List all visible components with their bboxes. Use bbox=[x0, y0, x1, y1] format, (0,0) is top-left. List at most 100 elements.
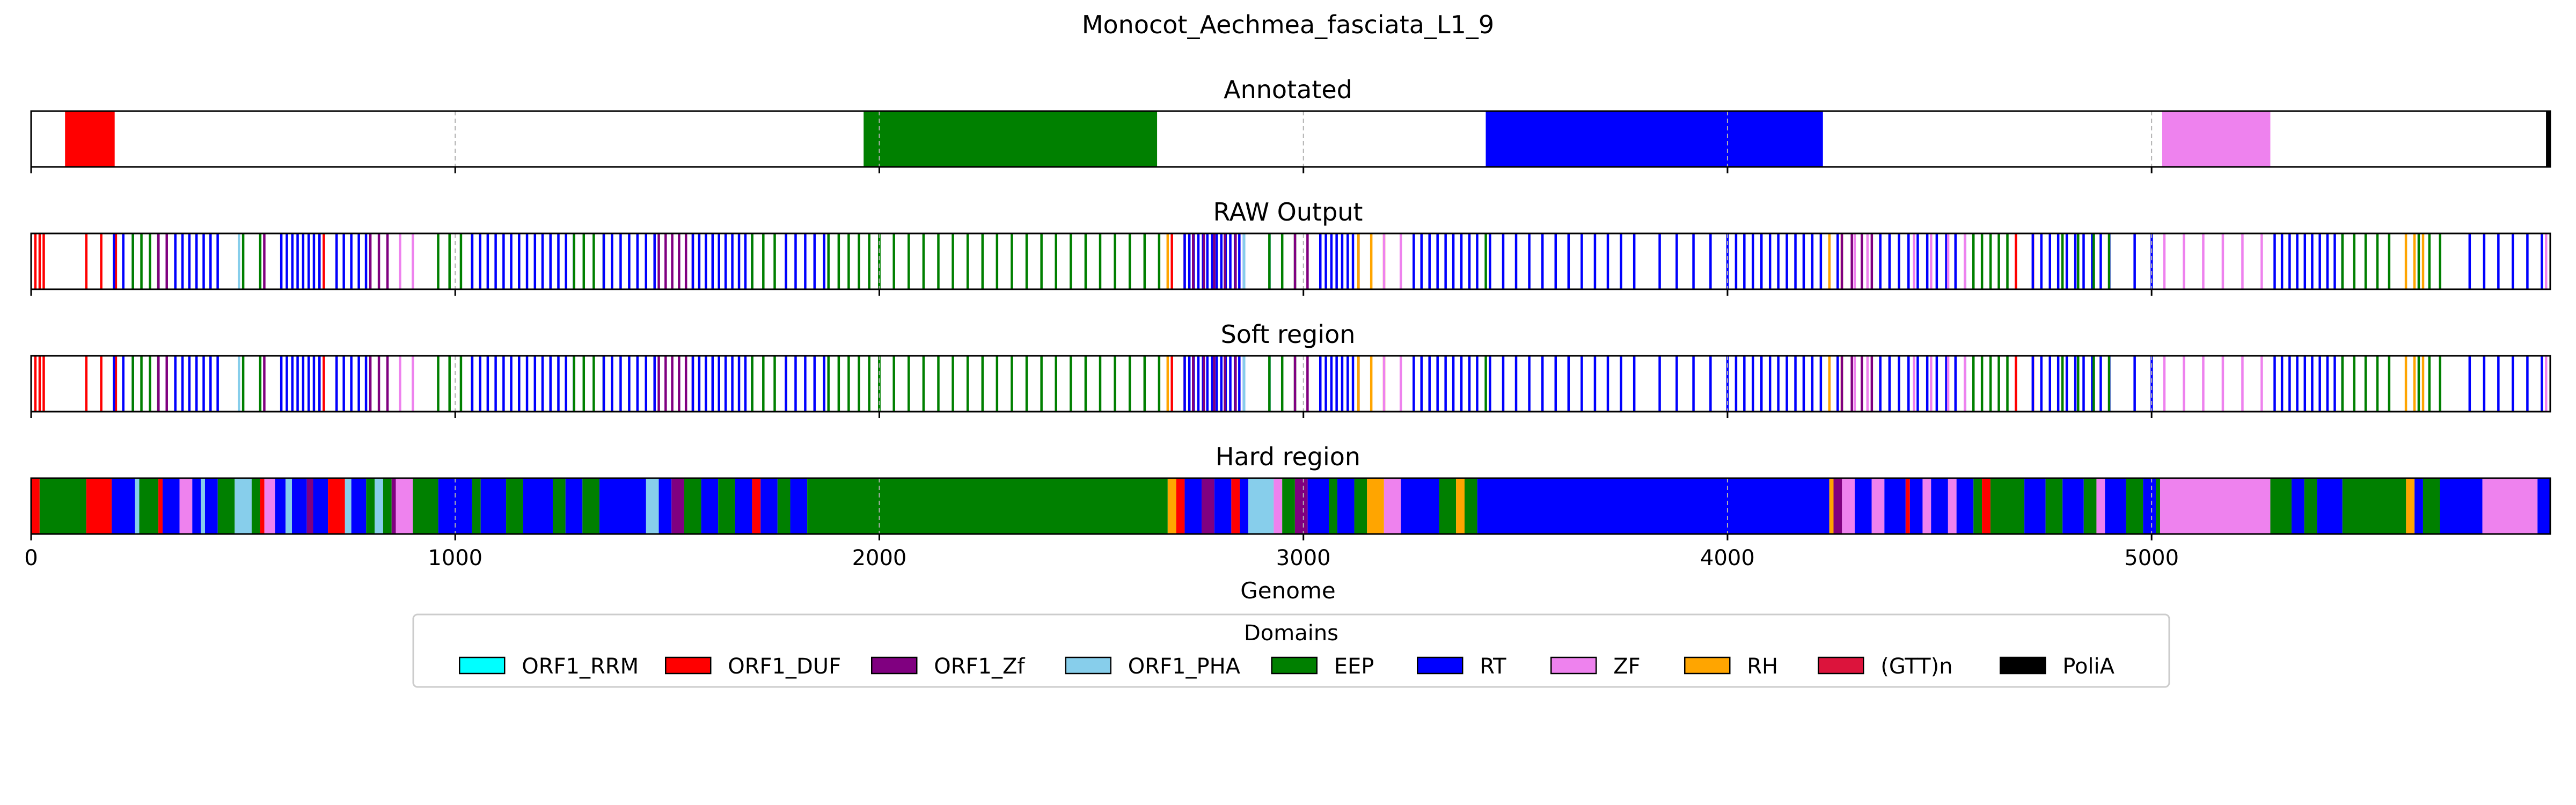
segment-orf1-pha bbox=[286, 478, 292, 534]
panel-frame bbox=[30, 110, 2551, 168]
x-tick-label: 5000 bbox=[2124, 546, 2179, 570]
segment-eep bbox=[2083, 478, 2097, 534]
panel-title: Soft region bbox=[1221, 320, 1356, 349]
legend-entry-orf1-pha: ORF1_PHA bbox=[1065, 654, 1241, 679]
panel-title: RAW Output bbox=[1213, 197, 1363, 226]
segment-zf bbox=[396, 478, 413, 534]
legend-label: RH bbox=[1747, 654, 1778, 679]
segment-rt bbox=[565, 478, 583, 534]
segment-rt bbox=[760, 478, 778, 534]
segment-rt bbox=[162, 478, 180, 534]
segment-zf bbox=[1274, 478, 1283, 534]
segment-orf1-duf bbox=[86, 478, 112, 534]
segment-rt bbox=[599, 478, 646, 534]
panel-hard-region: Hard region bbox=[30, 442, 2551, 540]
segment-orf1-pha bbox=[646, 478, 659, 534]
segment-eep bbox=[1464, 478, 1477, 534]
segment-eep bbox=[366, 478, 375, 534]
legend-entry-orf1-duf: ORF1_DUF bbox=[665, 654, 841, 679]
segment-eep bbox=[2270, 478, 2292, 534]
x-tick-label: 2000 bbox=[852, 546, 907, 570]
segment-zf bbox=[179, 478, 193, 534]
segment-orf1-pha bbox=[235, 478, 252, 534]
x-axis: 0 1000 2000 3000 4000 5000 bbox=[24, 546, 2179, 570]
segment-rt bbox=[204, 478, 218, 534]
segment-eep bbox=[2156, 478, 2160, 534]
legend-label: ORF1_Zf bbox=[934, 654, 1025, 679]
segment-orf1-duf bbox=[1905, 478, 1910, 534]
x-tick-label: 0 bbox=[24, 546, 38, 570]
segment-rt bbox=[1477, 478, 1829, 534]
legend-entry-zf: ZF bbox=[1550, 654, 1641, 679]
segment-orf1-duf bbox=[65, 111, 115, 167]
segment-orf1-duf bbox=[31, 478, 40, 534]
segment-rt bbox=[313, 478, 328, 534]
segment-orf1-zf bbox=[1833, 478, 1842, 534]
panel-raw-output: RAW Output bbox=[30, 197, 2551, 296]
segment-zf bbox=[2482, 478, 2538, 534]
segment-rt bbox=[1240, 478, 1248, 534]
legend-entry-rh: RH bbox=[1684, 654, 1778, 679]
legend-swatch bbox=[1065, 656, 1111, 675]
segment-rt bbox=[480, 478, 507, 534]
segment-rt bbox=[2440, 478, 2483, 534]
legend-label: RT bbox=[1480, 654, 1506, 679]
segment-rt bbox=[2024, 478, 2046, 534]
grid-lines bbox=[455, 356, 2153, 412]
grid-lines bbox=[455, 478, 2153, 534]
segment-rt bbox=[2537, 478, 2550, 534]
segment-rt bbox=[1214, 478, 1232, 534]
segment-eep bbox=[217, 478, 235, 534]
segment-zf bbox=[1922, 478, 1931, 534]
legend-swatch bbox=[459, 656, 506, 675]
segment-orf1-pha bbox=[375, 478, 383, 534]
segment-rt bbox=[1884, 478, 1906, 534]
segment-eep bbox=[1973, 478, 1982, 534]
segment-zf bbox=[2096, 478, 2105, 534]
legend-entry-gtt-n: (GTT)n bbox=[1818, 654, 1953, 679]
segment-zf bbox=[2160, 478, 2271, 534]
segment-rh bbox=[1167, 478, 1176, 534]
segment-eep bbox=[2045, 478, 2063, 534]
legend: Domains ORF1_RRM ORF1_DUF ORF1_Zf ORF1_PHA EE… bbox=[412, 613, 2170, 688]
segment-rt bbox=[1931, 478, 1948, 534]
segment-eep bbox=[2423, 478, 2440, 534]
segment-rt bbox=[2105, 478, 2126, 534]
segment-rt bbox=[1184, 478, 1202, 534]
segment-eep bbox=[413, 478, 438, 534]
legend-title: Domains bbox=[1244, 621, 1338, 646]
segment-eep bbox=[2304, 478, 2317, 534]
segment-orf1-zf bbox=[1294, 478, 1308, 534]
segment-rt bbox=[1401, 478, 1439, 534]
legend-swatch bbox=[1271, 656, 1318, 675]
segment-orf1-zf bbox=[1202, 478, 1214, 534]
segment-eep bbox=[863, 111, 1158, 167]
segment-eep bbox=[1990, 478, 2025, 534]
segment-eep bbox=[684, 478, 701, 534]
segment-eep bbox=[777, 478, 791, 534]
segment-eep bbox=[1282, 478, 1295, 534]
segment-orf1-duf bbox=[158, 478, 163, 534]
legend-swatch bbox=[1417, 656, 1463, 675]
segment-orf1-pha bbox=[135, 478, 140, 534]
segment-orf1-zf bbox=[306, 478, 313, 534]
segment-rt bbox=[351, 478, 367, 534]
segment-rt bbox=[192, 478, 201, 534]
segment-rt bbox=[1307, 478, 1329, 534]
segment-eep bbox=[582, 478, 599, 534]
segment-rh bbox=[1367, 478, 1384, 534]
segment-eep bbox=[807, 478, 1168, 534]
segment-eep bbox=[506, 478, 523, 534]
segment-zf bbox=[1384, 478, 1401, 534]
segment-orf1-pha bbox=[201, 478, 205, 534]
segment-orf1-duf bbox=[1231, 478, 1240, 534]
segment-eep bbox=[39, 478, 86, 534]
segment-eep bbox=[251, 478, 260, 534]
legend-swatch bbox=[2000, 656, 2046, 675]
legend-swatch bbox=[1818, 656, 1864, 675]
segment-rh bbox=[2406, 478, 2415, 534]
segment-rt bbox=[291, 478, 307, 534]
panel-title: Hard region bbox=[1216, 442, 1360, 471]
segment-orf1-duf bbox=[260, 478, 265, 534]
